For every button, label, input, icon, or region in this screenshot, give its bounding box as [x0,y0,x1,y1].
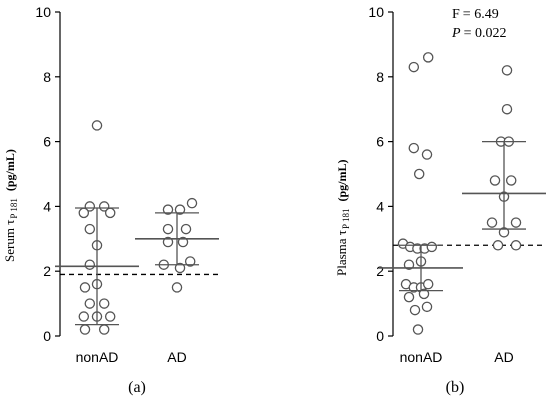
panel-b: Plasma τP 181(pg/mL) 0 2 4 6 8 10 F = 6.49 P = … [334,4,546,396]
panel-a-nonad-point [104,207,116,219]
panel-b-nonad-point [422,278,434,290]
panel-b-ad-point [501,65,513,76]
panel-b-ad-point [492,240,504,251]
panel-a-category-nonad: nonAD [76,349,119,365]
panel-b-ad-point [489,175,501,186]
panel-a-nonad-point [84,201,96,212]
panel-a-nonad-point [98,324,110,335]
panel-b-ad-point [505,175,517,186]
panel-a-yticks: 0 2 4 6 8 10 [35,4,60,344]
panel-a-ytick-label: 2 [43,263,51,279]
panel-b-ylabel: Plasma τP 181(pg/mL) [334,160,351,276]
panel-a-ytick-label: 6 [43,134,51,150]
panel-a-ytick-label: 4 [43,198,51,214]
panel-a-ad-point [177,236,189,248]
panel-a-nonad-point [78,207,90,219]
panel-b-nonad-point [418,288,430,300]
panel-b-category-ad: AD [494,349,513,365]
panel-a-category-ad: AD [167,349,186,365]
panel-b-marks [379,52,546,335]
panel-a-nonad-point [98,201,110,212]
panel-b-nonad-point [403,259,415,270]
panel-b-nonad-point [422,52,434,63]
panel-a-label: (a) [128,379,146,396]
panel-b-category-nonad: nonAD [400,349,443,365]
panel-b-nonad-point [421,301,433,313]
panel-a-ad-point [186,197,198,209]
panel-a: Serum τP 181(pg/mL) 0 2 4 6 8 10 nonAD AD (a) [2,4,219,396]
panel-a-nonad-point [84,298,96,309]
panel-b-ad-point [510,240,522,251]
panel-b-nonad-point [408,142,420,154]
panel-a-ad-point [180,223,192,235]
panel-a-nonad-point [98,298,110,309]
panel-a-nonad-point [84,259,96,270]
panel-b-ytick-label: 8 [376,69,384,85]
panel-b-nonad-point [426,241,438,253]
panel-b-nonad-point [408,61,420,73]
panel-a-ad-point [171,282,183,293]
panel-b-ytick-label: 6 [376,134,384,150]
panel-a-nonad-point [78,311,90,322]
panel-a-ad-point [184,256,196,267]
panel-a-nonad-point [104,311,116,322]
panel-a-ad-point [174,262,186,274]
panel-a-nonad-point [79,282,91,293]
panel-a-ad-point [162,204,174,215]
panel-b-ytick-label: 10 [368,4,384,20]
panel-b-nonad-point [409,304,421,316]
panel-a-ad-point [174,204,186,215]
panel-b-ad-point [510,217,522,228]
panel-a-marks [55,120,219,335]
panel-b-nonad-point [421,149,433,160]
panel-b-ad-point [486,217,498,228]
panel-b-nonad-point [412,324,424,335]
panel-a-ytick-label: 8 [43,69,51,85]
panel-a-ylabel: Serum τP 181(pg/mL) [2,149,19,262]
panel-a-nonad-point [91,120,103,131]
panel-b-nonad-point [403,291,415,303]
panel-a-ad-point [162,223,174,235]
panel-a-ytick-label: 10 [35,4,51,20]
panel-b-ytick-label: 4 [376,198,384,214]
panel-a-ytick-label: 0 [43,328,51,344]
panel-b-p-stat: P = 0.022 [451,26,506,41]
panel-b-yticks: 0 2 4 6 8 10 [368,4,393,344]
panel-b-label: (b) [446,379,465,396]
panel-b-ad-point [501,103,513,115]
panel-b-ytick-label: 0 [376,328,384,344]
panel-a-nonad-point [79,324,91,335]
panel-a-nonad-point [84,223,96,235]
panel-b-f-stat: F = 6.49 [452,7,499,22]
panel-b-ytick-label: 2 [376,263,384,279]
panel-b-nonad-point [413,168,425,180]
panel-a-ad-point [162,236,174,248]
